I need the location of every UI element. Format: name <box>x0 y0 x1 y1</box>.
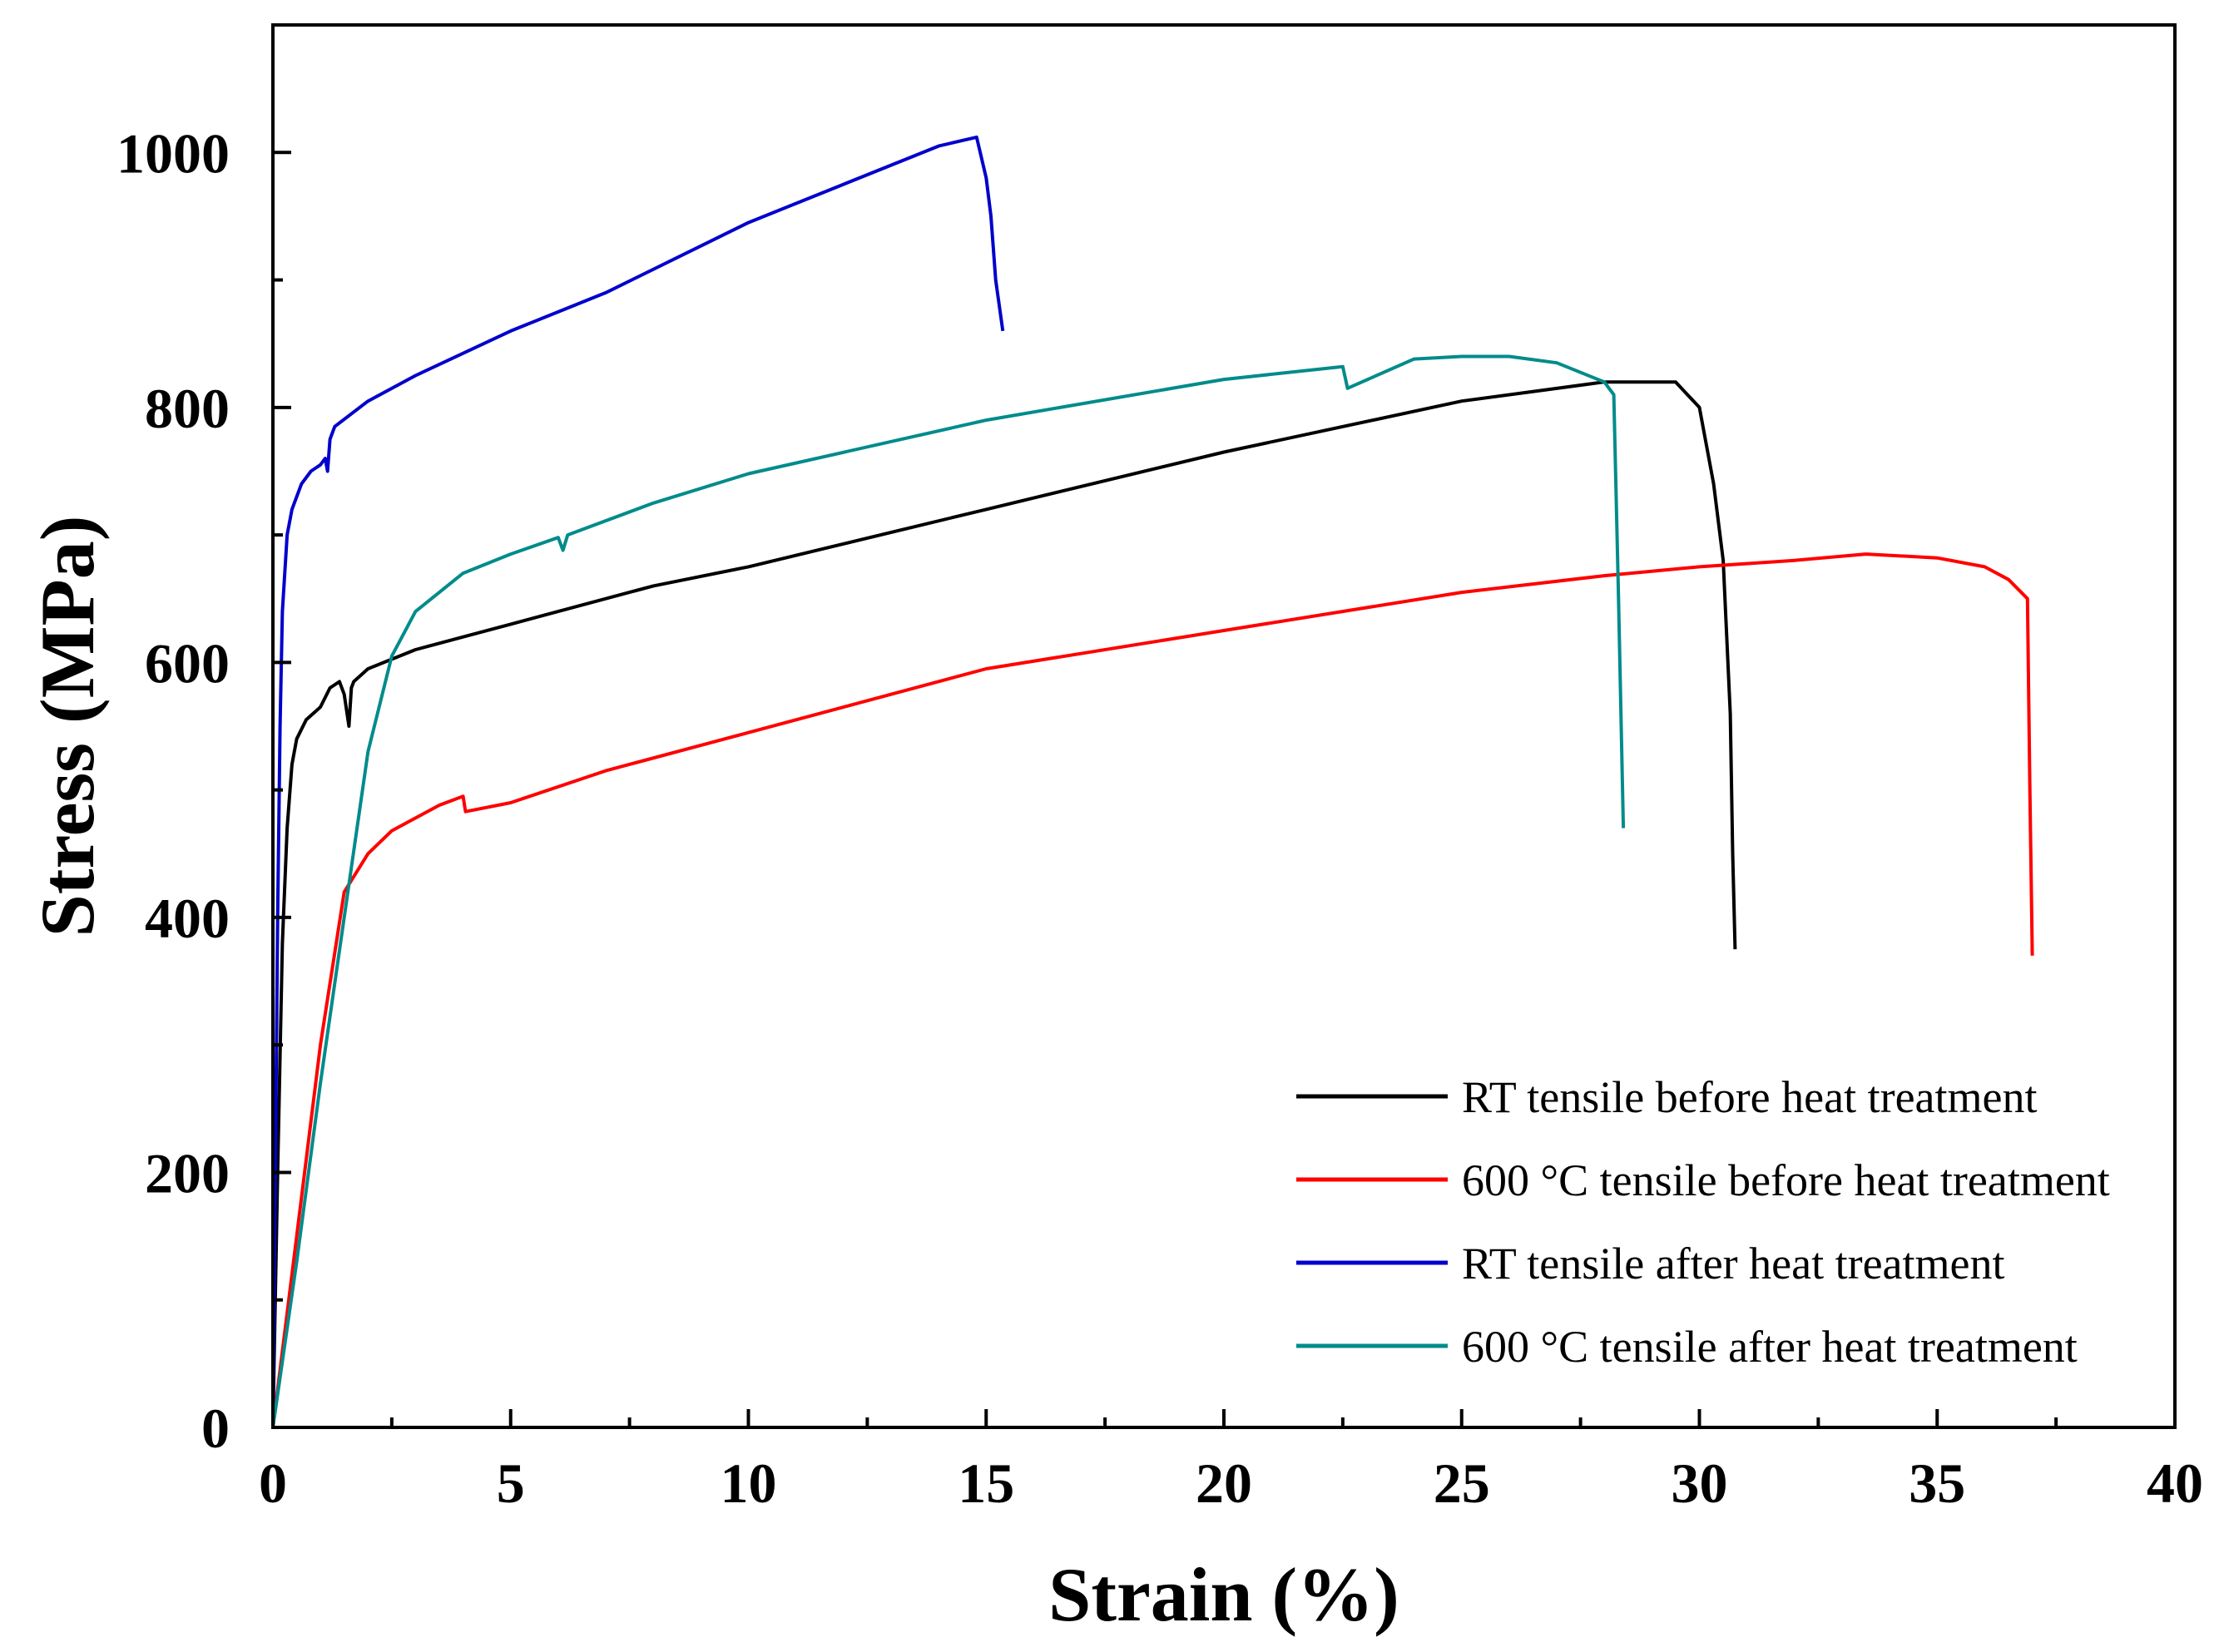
legend: RT tensile before heat treatment 600 °C t… <box>1296 1072 2110 1372</box>
x-tick-label: 20 <box>1196 1452 1252 1515</box>
legend-label-2: 600 °C tensile before heat treatment <box>1462 1155 2110 1205</box>
series-line-2 <box>271 552 2034 1428</box>
x-tick-label: 25 <box>1434 1452 1490 1515</box>
x-tick-label: 30 <box>1672 1452 1728 1515</box>
x-tick-label: 10 <box>721 1452 777 1515</box>
y-tick-label: 600 <box>145 631 230 695</box>
y-tick-label: 0 <box>201 1397 230 1460</box>
series-line-3 <box>271 135 1005 1428</box>
x-tick-label: 15 <box>958 1452 1014 1515</box>
x-tick-label: 0 <box>259 1452 287 1515</box>
y-axis-title: Stress (MPa) <box>25 516 110 937</box>
y-tick-label: 800 <box>145 377 230 440</box>
x-tick-label: 40 <box>2147 1452 2203 1515</box>
legend-label-4: 600 °C tensile after heat treatment <box>1462 1322 2078 1372</box>
legend-label-1: RT tensile before heat treatment <box>1462 1072 2037 1122</box>
x-tick-label: 35 <box>1909 1452 1965 1515</box>
x-axis-title: Strain (%) <box>1048 1552 1399 1637</box>
y-tick-label: 1000 <box>116 121 230 185</box>
series-layer <box>271 135 2034 1428</box>
series-line-4 <box>271 354 1626 1428</box>
y-tick-label: 200 <box>145 1141 230 1204</box>
y-tick-label: 400 <box>145 887 230 950</box>
x-tick-label: 5 <box>497 1452 525 1515</box>
legend-label-3: RT tensile after heat treatment <box>1462 1239 2004 1288</box>
